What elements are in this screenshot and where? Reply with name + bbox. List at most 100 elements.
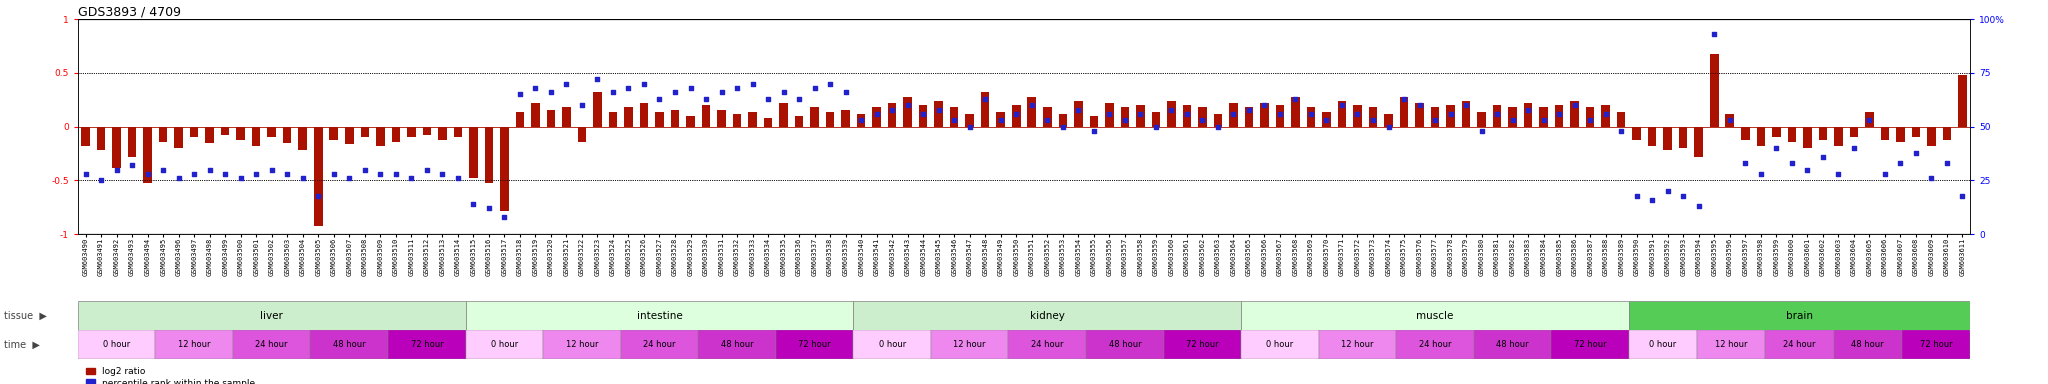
Point	[782, 96, 815, 102]
Bar	[360, 127, 369, 137]
Bar	[1927, 127, 1935, 146]
Point	[147, 167, 180, 173]
Bar	[625, 108, 633, 127]
Bar	[764, 118, 772, 127]
Bar	[1290, 97, 1300, 127]
Point	[379, 171, 412, 177]
Bar	[1012, 105, 1020, 127]
Bar	[856, 114, 866, 127]
Bar	[1337, 101, 1346, 127]
Text: 72 hour: 72 hour	[1919, 340, 1952, 349]
Bar	[1788, 127, 1796, 142]
Bar	[1649, 127, 1657, 146]
Point	[365, 171, 397, 177]
Point	[1247, 102, 1280, 108]
Text: muscle: muscle	[1417, 311, 1454, 321]
Bar	[1602, 105, 1610, 127]
Bar	[1241, 301, 1628, 330]
Bar	[1432, 108, 1440, 127]
Bar	[1462, 101, 1470, 127]
Point	[301, 192, 334, 199]
Bar	[872, 108, 881, 127]
Bar	[1151, 112, 1159, 127]
Bar	[1245, 108, 1253, 127]
Text: 12 hour: 12 hour	[178, 340, 211, 349]
Point	[643, 96, 676, 102]
Point	[487, 214, 520, 220]
Point	[100, 167, 133, 173]
Bar	[160, 127, 168, 142]
Bar	[387, 330, 465, 359]
Bar	[686, 116, 694, 127]
Bar	[1384, 114, 1393, 127]
Text: kidney: kidney	[1030, 311, 1065, 321]
Point	[1745, 171, 1778, 177]
Bar	[1319, 330, 1397, 359]
Point	[735, 81, 768, 87]
Bar	[1085, 330, 1163, 359]
Point	[627, 81, 659, 87]
Bar	[485, 127, 494, 183]
Point	[287, 175, 319, 181]
Bar	[639, 103, 649, 127]
Point	[1171, 111, 1204, 117]
Point	[877, 106, 909, 113]
Point	[1047, 124, 1079, 130]
Bar	[1323, 112, 1331, 127]
Text: GDS3893 / 4709: GDS3893 / 4709	[78, 6, 180, 19]
Text: liver: liver	[260, 311, 283, 321]
Text: 0 hour: 0 hour	[879, 340, 905, 349]
Bar	[530, 103, 541, 127]
Point	[1030, 117, 1063, 123]
Point	[518, 85, 551, 91]
Point	[504, 91, 537, 98]
Bar	[1163, 330, 1241, 359]
Bar	[1475, 330, 1552, 359]
Bar	[854, 301, 1241, 330]
Point	[938, 117, 971, 123]
Bar	[1765, 330, 1833, 359]
Point	[1139, 124, 1171, 130]
Point	[1434, 111, 1466, 117]
Point	[1698, 31, 1731, 37]
Bar	[1397, 330, 1475, 359]
Bar	[233, 330, 311, 359]
Text: 0 hour: 0 hour	[1649, 340, 1677, 349]
Bar	[268, 127, 276, 137]
Text: 48 hour: 48 hour	[1108, 340, 1141, 349]
Bar	[594, 92, 602, 127]
Point	[922, 106, 954, 113]
Bar	[1368, 108, 1376, 127]
Point	[473, 205, 506, 212]
Point	[1419, 117, 1452, 123]
Point	[1729, 160, 1761, 166]
Bar	[1802, 127, 1812, 148]
Point	[1620, 192, 1653, 199]
Point	[1155, 106, 1188, 113]
Point	[1497, 117, 1530, 123]
Bar	[1028, 97, 1036, 127]
Bar	[1198, 108, 1206, 127]
Bar	[143, 127, 152, 183]
Point	[178, 171, 211, 177]
Point	[317, 171, 350, 177]
Text: 0 hour: 0 hour	[1266, 340, 1294, 349]
Point	[768, 89, 801, 95]
Bar	[82, 127, 90, 146]
Point	[999, 111, 1032, 117]
Bar	[934, 101, 942, 127]
Point	[1464, 128, 1497, 134]
Bar	[1833, 330, 1903, 359]
Bar	[854, 330, 932, 359]
Bar	[1618, 112, 1626, 127]
Point	[1667, 192, 1700, 199]
Point	[348, 167, 381, 173]
Bar	[113, 127, 121, 167]
Text: 48 hour: 48 hour	[334, 340, 367, 349]
Bar	[811, 108, 819, 127]
Point	[256, 167, 289, 173]
Text: 0 hour: 0 hour	[492, 340, 518, 349]
Text: 12 hour: 12 hour	[1714, 340, 1747, 349]
Bar	[1493, 105, 1501, 127]
Point	[551, 81, 584, 87]
